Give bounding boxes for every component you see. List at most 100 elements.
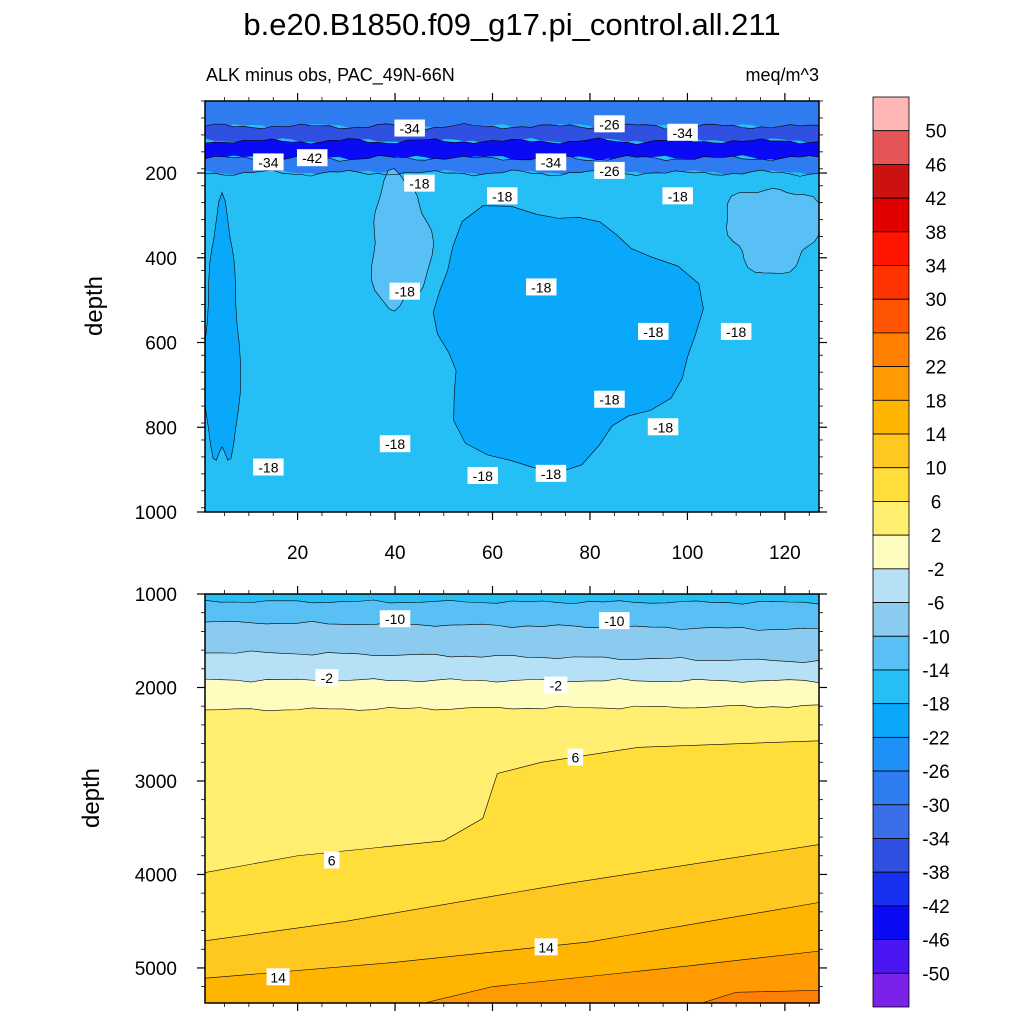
colorbar-level-label: -42	[922, 897, 949, 918]
contour-label-text: -2	[550, 678, 563, 694]
colorbar: 50 46 42 38 34 30 26 22 18 14 10 6 2 -2 -6 -10 -14 -18 -22…	[872, 96, 950, 1008]
bottom-contour-line	[424, 950, 819, 1003]
subtitle-units: meq/m^3	[746, 65, 819, 85]
contour-label-text: -34	[400, 121, 420, 137]
top-contour-label: -18	[379, 435, 411, 453]
bottom-contour-labels: -10 -10 -2 -2 6 6 14 14	[266, 610, 630, 986]
bottom-contour-band	[205, 990, 819, 1003]
bottom-contour-band	[205, 678, 819, 711]
colorbar-swatch	[872, 804, 910, 839]
bottom-contour-band	[205, 594, 819, 605]
colorbar-level-label: 42	[925, 189, 946, 210]
contour-label-box	[467, 466, 499, 484]
top-contour-panel: -34 -26 -34 -42 -34 -26 -34 -18 -18 -18 -18 -18 -18 -…	[81, 93, 827, 564]
contour-label-box	[379, 435, 411, 453]
colorbar-swatch	[872, 366, 910, 401]
bottom-contour-line	[701, 990, 819, 1003]
bottom-contour-label: 6	[567, 748, 584, 766]
contour-label-box	[525, 278, 557, 296]
contour-label-box	[535, 153, 567, 171]
colorbar-level-label: 46	[925, 155, 946, 176]
contour-label-text: -26	[599, 116, 619, 132]
bottom-contour-band	[205, 599, 819, 631]
contour-label-box	[389, 282, 421, 300]
colorbar-level-label: -2	[928, 560, 945, 581]
bottom-contour-fills	[205, 594, 819, 1003]
x-tick-label: 40	[384, 543, 405, 564]
contour-label-box	[594, 390, 625, 408]
top-contour-label: -18	[720, 322, 752, 340]
top-contour-label: -18	[253, 458, 284, 476]
x-tick-label: 20	[287, 543, 308, 564]
bottom-contour-band	[205, 951, 819, 1003]
colorbar-level-label: -6	[928, 594, 945, 615]
bottom-contour-band	[205, 621, 819, 663]
colorbar-level-label: 10	[925, 459, 946, 480]
contour-label-box	[487, 187, 518, 205]
contour-label-text: -18	[668, 188, 688, 204]
contour-label-box	[253, 458, 284, 476]
contour-label-text: -18	[653, 419, 673, 435]
colorbar-swatch	[872, 231, 910, 266]
top-contour-label: -34	[394, 119, 425, 137]
figure-title: b.e20.B1850.f09_g17.pi_control.all.211	[243, 7, 780, 42]
top-contour-line	[205, 123, 819, 130]
y-tick-label: 3000	[135, 772, 177, 793]
bottom-y-axis-label: depth	[78, 768, 105, 828]
contour-label-text: -18	[599, 392, 619, 408]
colorbar-swatch	[872, 635, 910, 671]
colorbar-swatch	[872, 602, 910, 637]
colorbar-level-label: 14	[925, 425, 947, 446]
colorbar-swatch	[872, 399, 910, 435]
colorbar-swatch	[872, 703, 910, 738]
contour-label-box	[662, 187, 693, 205]
colorbar-level-label: 34	[925, 257, 947, 278]
colorbar-level-label: -38	[922, 863, 949, 884]
top-contour-line	[205, 137, 819, 145]
colorbar-swatch	[872, 838, 910, 873]
top-contour-patch	[726, 188, 819, 274]
bottom-contour-panel: -10 -10 -2 -2 6 6 14 14 1000 2000 3000 4000 5000 de…	[78, 585, 827, 1011]
top-contour-label: -18	[594, 390, 625, 408]
contour-label-box	[544, 676, 568, 694]
bottom-contour-band	[205, 704, 819, 873]
top-contour-patch	[433, 205, 704, 473]
colorbar-swatch	[872, 736, 910, 772]
colorbar-level-label: 38	[925, 223, 946, 244]
colorbar-swatch	[872, 197, 910, 233]
contour-label-box	[253, 153, 284, 171]
x-tick-label: 60	[482, 543, 503, 564]
contour-label-text: -42	[302, 150, 322, 166]
bottom-contour-label: -10	[599, 612, 630, 630]
y-tick-label: 400	[145, 249, 177, 270]
contour-label-box	[667, 123, 698, 141]
colorbar-level-label: 2	[931, 526, 942, 547]
y-tick-label: 1000	[135, 503, 177, 524]
top-patch-outline	[205, 191, 242, 461]
x-tick-label: 100	[672, 543, 704, 564]
top-contour-label: -26	[594, 115, 625, 133]
top-contour-label: -34	[667, 123, 698, 141]
top-contour-patch	[205, 192, 241, 461]
top-contour-label: -18	[662, 187, 693, 205]
contour-label-text: 14	[538, 939, 554, 955]
bottom-contour-line	[205, 740, 819, 873]
top-depth-layer	[205, 155, 819, 177]
top-contour-label: -18	[487, 187, 518, 205]
contour-label-text: -2	[321, 670, 334, 686]
top-axes: 200 400 600 800 1000 20 40 60 80 100 120	[135, 93, 827, 564]
contour-label-text: -18	[541, 466, 561, 482]
contour-label-box	[638, 322, 669, 340]
contour-label-box	[535, 464, 567, 482]
colorbar-swatch	[872, 501, 910, 536]
colorbar-level-label: -34	[922, 829, 950, 850]
contour-label-box	[599, 612, 630, 630]
bottom-contour-label: -2	[544, 676, 568, 694]
contour-label-text: -34	[672, 125, 692, 141]
contour-label-box	[594, 161, 625, 179]
top-contour-labels: -34 -26 -34 -42 -34 -26 -34 -18 -18 -18 -18 -18 -18 -…	[253, 115, 752, 484]
contour-label-text: -10	[604, 613, 624, 629]
bottom-contour-label: -2	[315, 669, 339, 687]
bottom-contour-label: 14	[266, 968, 290, 986]
x-tick-label: 120	[769, 543, 801, 564]
